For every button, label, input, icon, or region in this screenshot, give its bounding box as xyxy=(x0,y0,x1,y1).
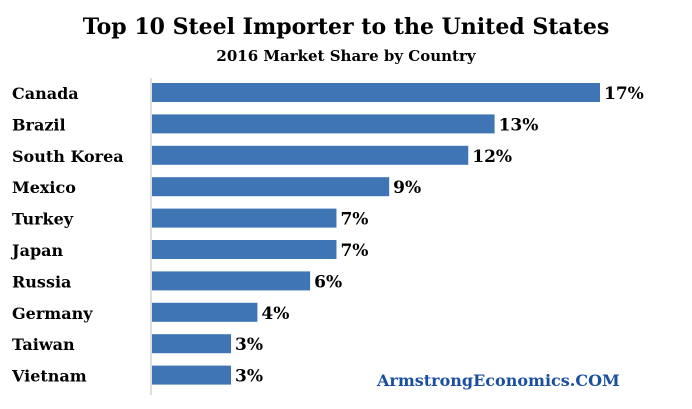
watermark-text: ArmstrongEconomics.COM xyxy=(377,371,620,390)
data-label-taiwan: 3% xyxy=(235,335,263,355)
category-label-turkey: Turkey xyxy=(12,210,74,229)
category-label-russia: Russia xyxy=(12,272,71,291)
chart-subtitle: 2016 Market Share by Country xyxy=(216,47,476,65)
data-label-germany: 4% xyxy=(261,304,289,324)
category-label-taiwan: Taiwan xyxy=(12,335,75,354)
bar-germany xyxy=(152,302,258,322)
data-label-japan: 7% xyxy=(340,241,368,261)
data-label-vietnam: 3% xyxy=(235,367,263,387)
data-label-turkey: 7% xyxy=(340,210,368,230)
category-label-japan: Japan xyxy=(10,241,63,260)
bar-japan xyxy=(152,240,337,259)
category-label-germany: Germany xyxy=(12,304,93,323)
bar-brazil xyxy=(152,114,495,134)
bar-mexico xyxy=(152,177,390,197)
chart-title: Top 10 Steel Importer to the United Stat… xyxy=(82,14,610,40)
data-label-brazil: 13% xyxy=(499,115,539,135)
category-label-south-korea: South Korea xyxy=(12,147,124,166)
bar-turkey xyxy=(152,208,337,228)
category-label-brazil: Brazil xyxy=(12,115,66,134)
bar-taiwan xyxy=(152,334,232,354)
bar-south-korea xyxy=(152,145,469,165)
category-label-mexico: Mexico xyxy=(12,178,76,197)
bar-vietnam xyxy=(152,365,232,385)
data-label-russia: 6% xyxy=(314,272,342,292)
category-label-vietnam: Vietnam xyxy=(11,367,87,386)
bar-russia xyxy=(152,271,311,291)
category-label-canada: Canada xyxy=(12,84,79,103)
bar-canada xyxy=(152,83,600,102)
data-label-mexico: 9% xyxy=(393,178,421,198)
data-label-south-korea: 12% xyxy=(472,147,512,167)
data-label-canada: 17% xyxy=(604,84,644,104)
